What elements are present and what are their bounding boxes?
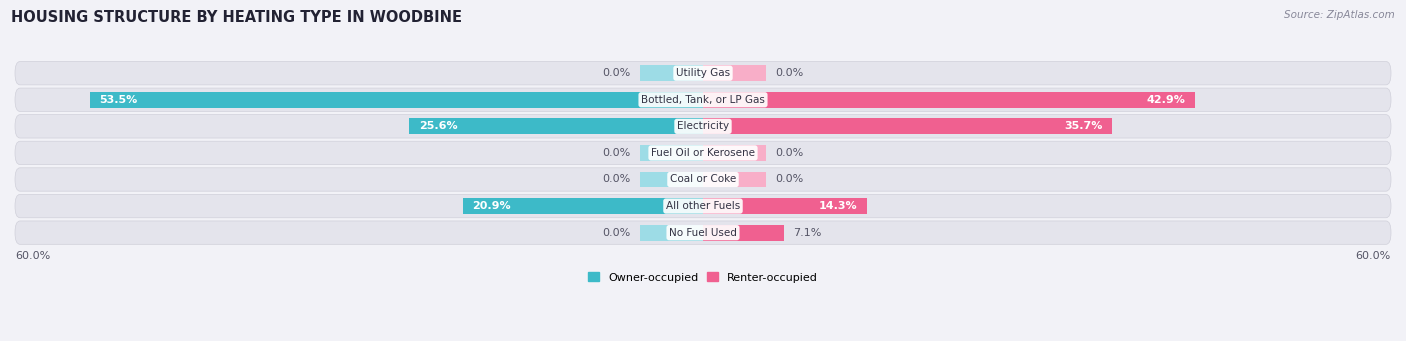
FancyBboxPatch shape: [15, 141, 1391, 165]
Text: 0.0%: 0.0%: [775, 68, 803, 78]
Text: Fuel Oil or Kerosene: Fuel Oil or Kerosene: [651, 148, 755, 158]
Text: Electricity: Electricity: [676, 121, 730, 131]
FancyBboxPatch shape: [15, 61, 1391, 85]
Bar: [703, 198, 868, 214]
Bar: [703, 225, 785, 241]
FancyBboxPatch shape: [15, 221, 1391, 244]
FancyBboxPatch shape: [15, 194, 1391, 218]
Text: 60.0%: 60.0%: [1355, 251, 1391, 261]
Bar: [90, 92, 703, 108]
Text: 14.3%: 14.3%: [820, 201, 858, 211]
Bar: [640, 145, 703, 161]
Text: 20.9%: 20.9%: [472, 201, 512, 211]
Text: Bottled, Tank, or LP Gas: Bottled, Tank, or LP Gas: [641, 95, 765, 105]
Text: 53.5%: 53.5%: [98, 95, 136, 105]
Text: Coal or Coke: Coal or Coke: [669, 175, 737, 184]
Bar: [640, 225, 703, 241]
Text: No Fuel Used: No Fuel Used: [669, 228, 737, 238]
Bar: [703, 145, 766, 161]
Bar: [703, 65, 766, 81]
Text: 0.0%: 0.0%: [603, 148, 631, 158]
Text: All other Fuels: All other Fuels: [666, 201, 740, 211]
FancyBboxPatch shape: [15, 115, 1391, 138]
Text: 0.0%: 0.0%: [775, 148, 803, 158]
Text: 7.1%: 7.1%: [793, 228, 823, 238]
Bar: [703, 172, 766, 188]
Text: Utility Gas: Utility Gas: [676, 68, 730, 78]
FancyBboxPatch shape: [15, 88, 1391, 112]
FancyBboxPatch shape: [15, 168, 1391, 191]
Text: 0.0%: 0.0%: [603, 68, 631, 78]
Bar: [703, 92, 1195, 108]
Text: 0.0%: 0.0%: [603, 175, 631, 184]
Text: Source: ZipAtlas.com: Source: ZipAtlas.com: [1284, 10, 1395, 20]
Bar: [640, 172, 703, 188]
Text: 0.0%: 0.0%: [603, 228, 631, 238]
Bar: [409, 118, 703, 134]
Text: 25.6%: 25.6%: [419, 121, 457, 131]
Text: 60.0%: 60.0%: [15, 251, 51, 261]
Bar: [464, 198, 703, 214]
Text: 0.0%: 0.0%: [775, 175, 803, 184]
Legend: Owner-occupied, Renter-occupied: Owner-occupied, Renter-occupied: [583, 268, 823, 287]
Text: 35.7%: 35.7%: [1064, 121, 1104, 131]
Bar: [640, 65, 703, 81]
Bar: [703, 118, 1112, 134]
Text: HOUSING STRUCTURE BY HEATING TYPE IN WOODBINE: HOUSING STRUCTURE BY HEATING TYPE IN WOO…: [11, 10, 463, 25]
Text: 42.9%: 42.9%: [1147, 95, 1185, 105]
